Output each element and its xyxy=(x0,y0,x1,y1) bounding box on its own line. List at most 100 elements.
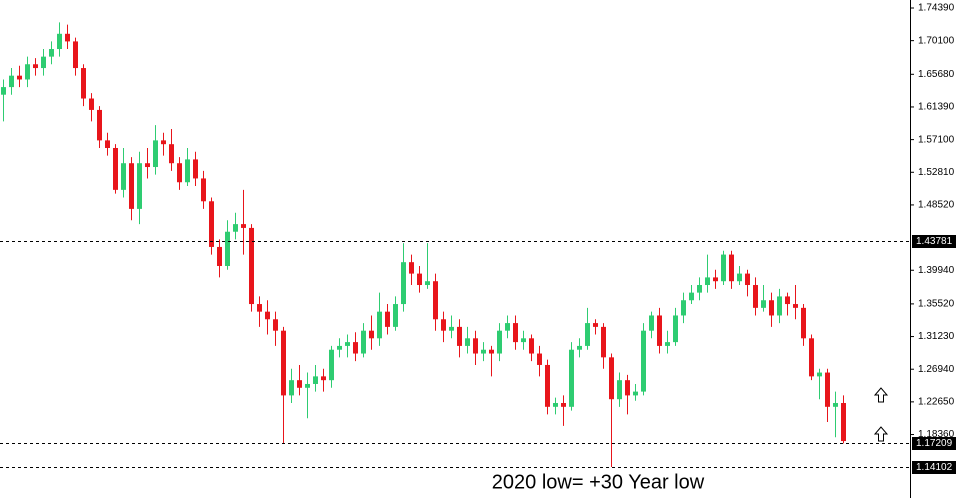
candle-body xyxy=(417,273,422,286)
candle-body xyxy=(121,163,126,190)
candle-body xyxy=(329,349,334,381)
candle-body xyxy=(89,98,94,110)
candle-body xyxy=(593,323,598,327)
candle-body xyxy=(545,364,550,407)
candle-body xyxy=(465,338,470,346)
level-label-box xyxy=(912,235,956,248)
candle-body xyxy=(385,311,390,327)
candle-body xyxy=(129,163,134,209)
candle-body xyxy=(817,372,822,377)
candle-body xyxy=(609,357,614,400)
candle-body xyxy=(473,338,478,354)
y-tick-label: 1.22650 xyxy=(918,397,955,408)
candle-body xyxy=(321,376,326,381)
candle-body xyxy=(601,326,606,358)
candle-body xyxy=(785,296,790,305)
candle-body xyxy=(33,64,38,69)
candle-body xyxy=(537,353,542,365)
y-tick-label: 1.52810 xyxy=(918,167,955,178)
candle-body xyxy=(513,323,518,343)
candle-body xyxy=(169,144,174,164)
candle-body xyxy=(809,338,814,377)
candle-body xyxy=(649,315,654,331)
candle-body xyxy=(313,376,318,384)
candle-body xyxy=(97,109,102,141)
y-tick-label: 1.65680 xyxy=(918,69,955,80)
candle-body xyxy=(497,330,502,354)
candle-body xyxy=(137,163,142,209)
candle-body xyxy=(521,338,526,343)
candle-body xyxy=(209,201,214,247)
candle-body xyxy=(585,323,590,346)
candle-body xyxy=(273,319,278,331)
y-tick-label: 1.70100 xyxy=(918,35,955,46)
candle-body xyxy=(441,319,446,331)
candle-body xyxy=(281,330,286,396)
candle-body xyxy=(401,262,406,305)
candle-body xyxy=(9,75,14,88)
candle-body xyxy=(713,277,718,282)
candle-body xyxy=(489,349,494,354)
y-tick-label: 1.31230 xyxy=(918,331,955,342)
level-label-box xyxy=(912,437,956,450)
candle-body xyxy=(793,304,798,308)
candle-body xyxy=(153,140,158,168)
candle-body xyxy=(633,391,638,396)
candle-body xyxy=(689,292,694,301)
arrow-icon xyxy=(873,387,889,403)
candle-body xyxy=(201,178,206,202)
candle-body xyxy=(769,300,774,316)
level-label: 1.17209 xyxy=(916,438,953,449)
candle-body xyxy=(729,254,734,282)
candle-body xyxy=(481,349,486,354)
candle-body xyxy=(257,304,262,312)
candle-body xyxy=(657,315,662,346)
candle-body xyxy=(337,345,342,350)
candle-body xyxy=(217,246,222,266)
candle-body xyxy=(65,33,70,42)
candle-body xyxy=(185,159,190,183)
annotation: 2020 low= +30 Year low xyxy=(492,471,705,493)
candle-body xyxy=(241,224,246,228)
candle-body xyxy=(369,330,374,339)
candle-body xyxy=(553,403,558,407)
candle-body xyxy=(393,304,398,327)
candle-body xyxy=(697,285,702,293)
candle-body xyxy=(841,403,846,442)
candle-body xyxy=(265,311,270,320)
candle-body xyxy=(233,224,238,232)
candle-body xyxy=(105,140,110,148)
candle-body xyxy=(17,75,22,80)
y-tick-label: 1.35520 xyxy=(918,299,955,310)
candle-body xyxy=(665,342,670,346)
candle-body xyxy=(161,140,166,145)
candle-body xyxy=(577,345,582,350)
candle-body xyxy=(801,307,806,339)
candle-body xyxy=(761,300,766,308)
candle-body xyxy=(625,380,630,396)
candle-body xyxy=(617,380,622,400)
y-tick-label: 1.74390 xyxy=(918,3,955,14)
candle-body xyxy=(361,330,366,354)
candle-body xyxy=(289,380,294,396)
candle-body xyxy=(569,349,574,407)
candle-body xyxy=(57,33,62,50)
candle-body xyxy=(737,273,742,282)
candle-body xyxy=(1,87,6,95)
y-tick-label: 1.26940 xyxy=(918,364,955,375)
candle-body xyxy=(225,231,230,266)
candle-body xyxy=(297,380,302,388)
candle-body xyxy=(177,163,182,183)
candle-body xyxy=(777,296,782,316)
candle-body xyxy=(561,403,566,407)
candle-body xyxy=(249,227,254,305)
level-label: 1.14102 xyxy=(916,462,953,473)
candle-body xyxy=(681,300,686,316)
y-tick-label: 1.61390 xyxy=(918,102,955,113)
level-label-box xyxy=(912,461,956,474)
candle-body xyxy=(745,273,750,286)
candle-body xyxy=(641,330,646,392)
candle-body xyxy=(673,315,678,343)
